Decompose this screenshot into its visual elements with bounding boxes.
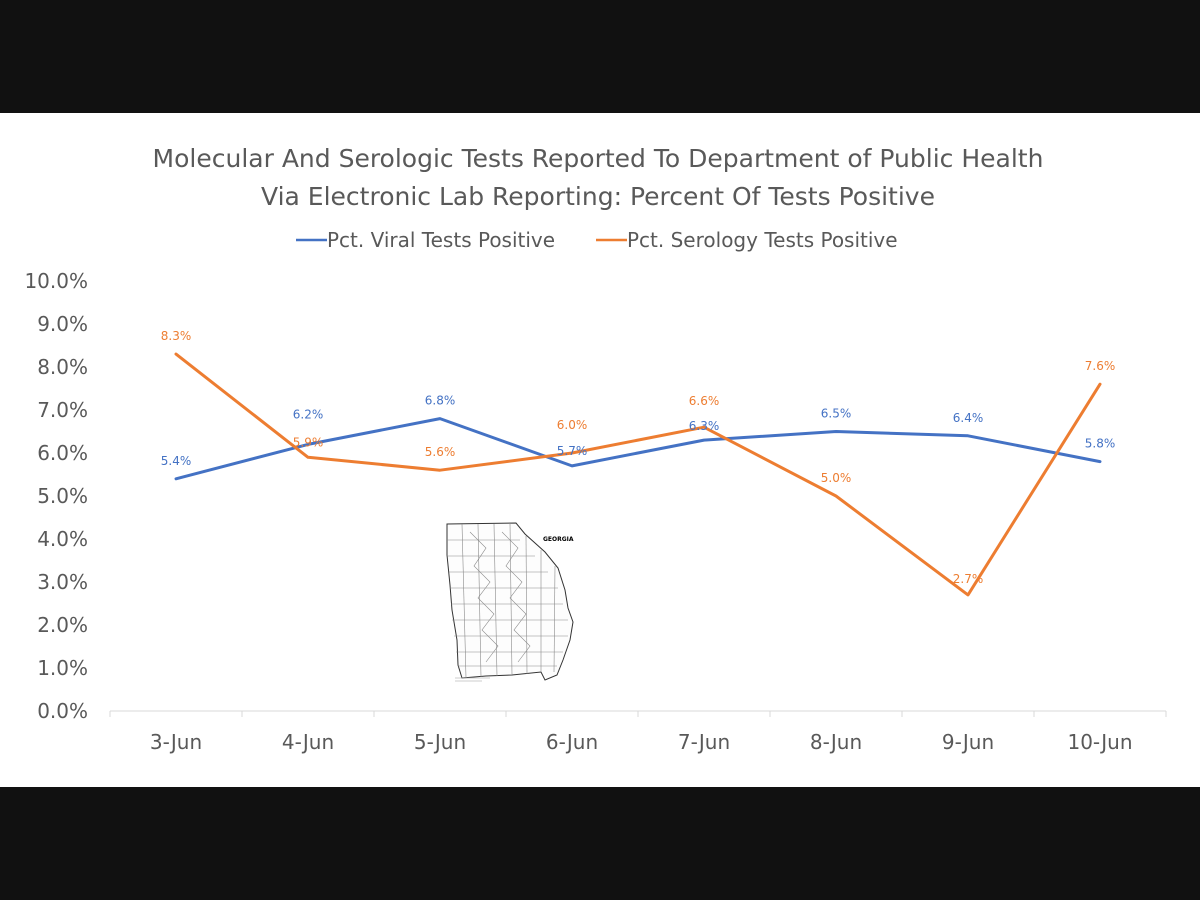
x-tick-label: 4-Jun [282, 730, 334, 754]
data-label-viral: 5.7% [557, 444, 588, 458]
y-tick-label: 4.0% [37, 527, 88, 551]
data-label-serology: 2.7% [953, 572, 984, 586]
y-tick-label: 1.0% [37, 656, 88, 680]
y-tick-label: 3.0% [37, 570, 88, 594]
y-tick-label: 10.0% [24, 269, 88, 293]
data-labels: 5.4% 6.2% 6.8% 5.7% 6.3% 6.5% 6.4% 5.8% 8.3% 5.9%… [161, 329, 1116, 586]
x-tick-label: 3-Jun [150, 730, 202, 754]
inset-map-label: GEORGIA [543, 536, 574, 543]
x-tick-label: 7-Jun [678, 730, 730, 754]
data-label-viral: 6.4% [953, 411, 984, 425]
data-label-serology: 5.9% [293, 435, 324, 449]
data-label-viral: 5.4% [161, 454, 192, 468]
chart-title: Molecular And Serologic Tests Reported T… [153, 144, 1044, 173]
chart-subtitle: Via Electronic Lab Reporting: Percent Of… [261, 182, 935, 211]
x-tick-label: 6-Jun [546, 730, 598, 754]
y-tick-label: 2.0% [37, 613, 88, 637]
data-label-serology: 8.3% [161, 329, 192, 343]
legend: Pct. Viral Tests Positive Pct. Serology … [296, 228, 898, 252]
series-line-serology [174, 352, 1102, 597]
y-tick-label: 6.0% [37, 441, 88, 465]
georgia-county-map-icon: GEORGIA [446, 522, 574, 682]
data-label-viral: 6.5% [821, 407, 852, 421]
y-tick-label: 0.0% [37, 699, 88, 723]
x-axis-ticks: 3-Jun 4-Jun 5-Jun 6-Jun 7-Jun 8-Jun 9-Jun 10-Ju… [109, 711, 1167, 754]
x-tick-label: 5-Jun [414, 730, 466, 754]
data-label-viral: 6.2% [293, 407, 324, 421]
data-label-viral: 6.3% [689, 419, 720, 433]
data-label-serology: 5.0% [821, 471, 852, 485]
series-line-viral [174, 417, 1102, 481]
chart-panel [0, 113, 1200, 787]
data-label-viral: 5.8% [1085, 437, 1116, 451]
series-layer [174, 352, 1102, 597]
letterbox-top [0, 0, 1200, 113]
data-label-viral: 6.8% [425, 394, 456, 408]
y-tick-label: 8.0% [37, 355, 88, 379]
data-label-serology: 7.6% [1085, 359, 1116, 373]
y-axis-ticks: 0.0% 1.0% 2.0% 3.0% 4.0% 5.0% 6.0% 7.0% 8.0% 9.0%… [24, 269, 88, 723]
x-tick-label: 8-Jun [810, 730, 862, 754]
legend-label-viral: Pct. Viral Tests Positive [327, 228, 555, 252]
data-label-serology: 6.6% [689, 394, 720, 408]
y-tick-label: 5.0% [37, 484, 88, 508]
data-label-serology: 6.0% [557, 418, 588, 432]
x-tick-label: 10-Jun [1067, 730, 1132, 754]
legend-label-serology: Pct. Serology Tests Positive [627, 228, 898, 252]
x-tick-label: 9-Jun [942, 730, 994, 754]
letterbox-bottom [0, 787, 1200, 900]
data-label-serology: 5.6% [425, 445, 456, 459]
y-tick-label: 7.0% [37, 398, 88, 422]
y-tick-label: 9.0% [37, 312, 88, 336]
